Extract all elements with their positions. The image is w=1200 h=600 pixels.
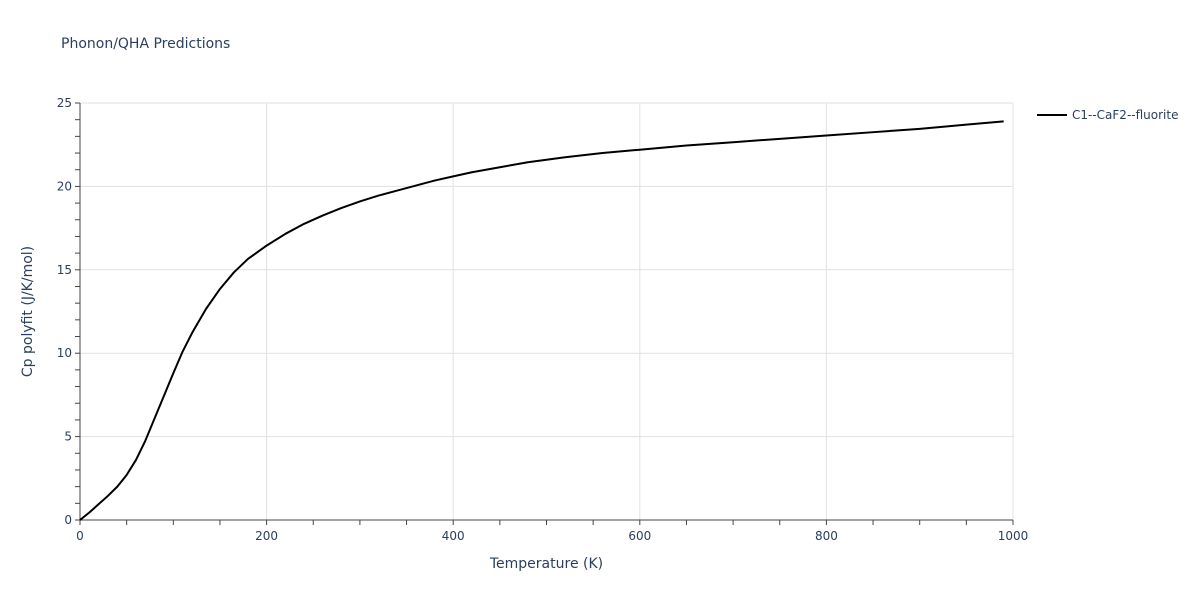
tick-labels: 0 200 400 600 800 1000 0 5 10 15 20 25 (57, 96, 1029, 543)
y-tick-label: 0 (64, 513, 72, 527)
x-tick-label: 0 (76, 529, 84, 543)
y-tick-label: 15 (57, 263, 72, 277)
x-tick-label: 400 (442, 529, 465, 543)
y-tick-label: 20 (57, 179, 72, 193)
series-line (79, 120, 1004, 521)
y-tick-label: 5 (64, 430, 72, 444)
legend[interactable]: C1--CaF2--fluorite (1037, 108, 1178, 122)
axes (75, 102, 1014, 525)
y-tick-label: 10 (57, 346, 72, 360)
series-layer (79, 120, 1004, 521)
grid-lines (80, 102, 1014, 520)
x-tick-label: 600 (628, 529, 651, 543)
x-tick-label: 200 (255, 529, 278, 543)
x-axis-title: Temperature (K) (489, 556, 603, 572)
x-tick-label: 800 (815, 529, 838, 543)
y-tick-label: 25 (57, 96, 72, 110)
legend-label: C1--CaF2--fluorite (1072, 108, 1178, 122)
chart-title: Phonon/QHA Predictions (61, 36, 231, 52)
x-tick-label: 1000 (998, 529, 1029, 543)
y-axis-title: Cp polyfit (J/K/mol) (20, 246, 36, 377)
